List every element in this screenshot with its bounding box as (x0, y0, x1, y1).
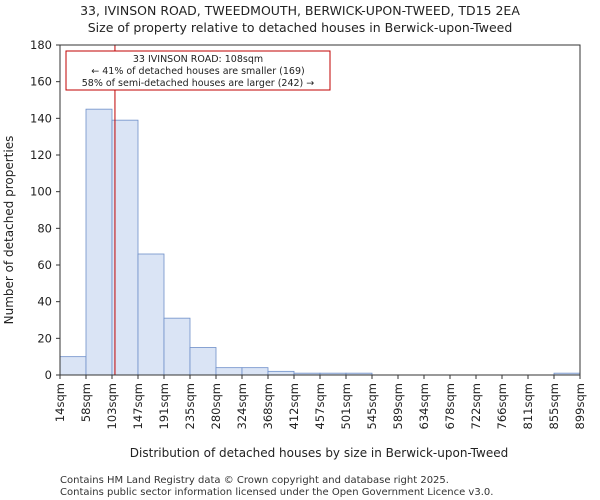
y-tick-label: 40 (37, 295, 52, 309)
x-tick-label: 412sqm (287, 383, 301, 429)
annotation-border (65, 50, 331, 91)
y-tick-label: 140 (30, 111, 52, 125)
x-tick-label: 368sqm (261, 383, 275, 429)
y-tick-label: 160 (30, 75, 52, 89)
x-axis: 14sqm 58sqm 103sqm 147sqm 191sqm 235sqm 280sqm… (53, 375, 587, 429)
x-tick-label: 14sqm (53, 383, 67, 422)
annotation-line-1: 33 IVINSON ROAD: 108sqm (133, 54, 263, 65)
x-tick-label: 235sqm (183, 383, 197, 429)
x-tick-label: 855sqm (547, 383, 561, 429)
x-tick-label: 811sqm (521, 383, 535, 429)
x-axis-label: Distribution of detached houses by size … (130, 446, 508, 460)
bar-191sqm (163, 317, 191, 376)
x-tick-label: 766sqm (495, 383, 509, 429)
x-tick-label: 722sqm (469, 383, 483, 429)
x-tick-label: 545sqm (365, 383, 379, 429)
bars (59, 108, 581, 376)
y-axis-label: Number of detached properties (2, 136, 16, 325)
y-tick-label: 100 (30, 185, 52, 199)
x-tick-label: 58sqm (79, 383, 93, 422)
x-tick-label: 501sqm (339, 383, 353, 429)
footer-line-2: Contains public sector information licen… (60, 487, 493, 498)
y-tick-label: 80 (37, 221, 52, 235)
x-tick-label: 678sqm (443, 383, 457, 429)
x-tick-label: 457sqm (313, 383, 327, 429)
footer-line-1: Contains HM Land Registry data © Crown c… (60, 475, 449, 486)
bar-324sqm (241, 367, 269, 376)
y-tick-label: 120 (30, 148, 52, 162)
bar-147sqm (137, 253, 165, 376)
x-tick-label: 589sqm (391, 383, 405, 429)
y-tick-label: 180 (30, 38, 52, 52)
annotation-line-3: 58% of semi-detached houses are larger (… (82, 78, 315, 89)
x-tick-label: 899sqm (573, 383, 587, 429)
bar-14sqm (59, 356, 87, 376)
chart-subtitle: Size of property relative to detached ho… (88, 20, 513, 35)
bar-103sqm (111, 119, 139, 376)
annotation-line-2: ← 41% of detached houses are smaller (16… (91, 66, 304, 77)
x-tick-label: 147sqm (131, 383, 145, 429)
annotation-box: 33 IVINSON ROAD: 108sqm ← 41% of detache… (65, 50, 331, 91)
chart-title: 33, IVINSON ROAD, TWEEDMOUTH, BERWICK-UP… (80, 3, 520, 18)
plot-area: 0 20 40 60 80 100 120 140 160 180 14sqm 58sqm 103sq… (30, 38, 587, 429)
x-tick-label: 324sqm (235, 383, 249, 429)
x-tick-label: 103sqm (105, 383, 119, 429)
x-tick-label: 280sqm (209, 383, 223, 429)
y-tick-label: 60 (37, 258, 52, 272)
x-tick-label: 191sqm (157, 383, 171, 429)
bar-58sqm (85, 108, 113, 376)
bar-368sqm (267, 370, 295, 376)
y-tick-label: 0 (45, 368, 52, 382)
bar-235sqm (189, 347, 217, 376)
bar-280sqm (215, 367, 243, 376)
y-axis: 0 20 40 60 80 100 120 140 160 180 (30, 38, 60, 382)
plot-frame (59, 44, 581, 376)
x-tick-label: 634sqm (417, 383, 431, 429)
y-tick-label: 20 (37, 331, 52, 345)
